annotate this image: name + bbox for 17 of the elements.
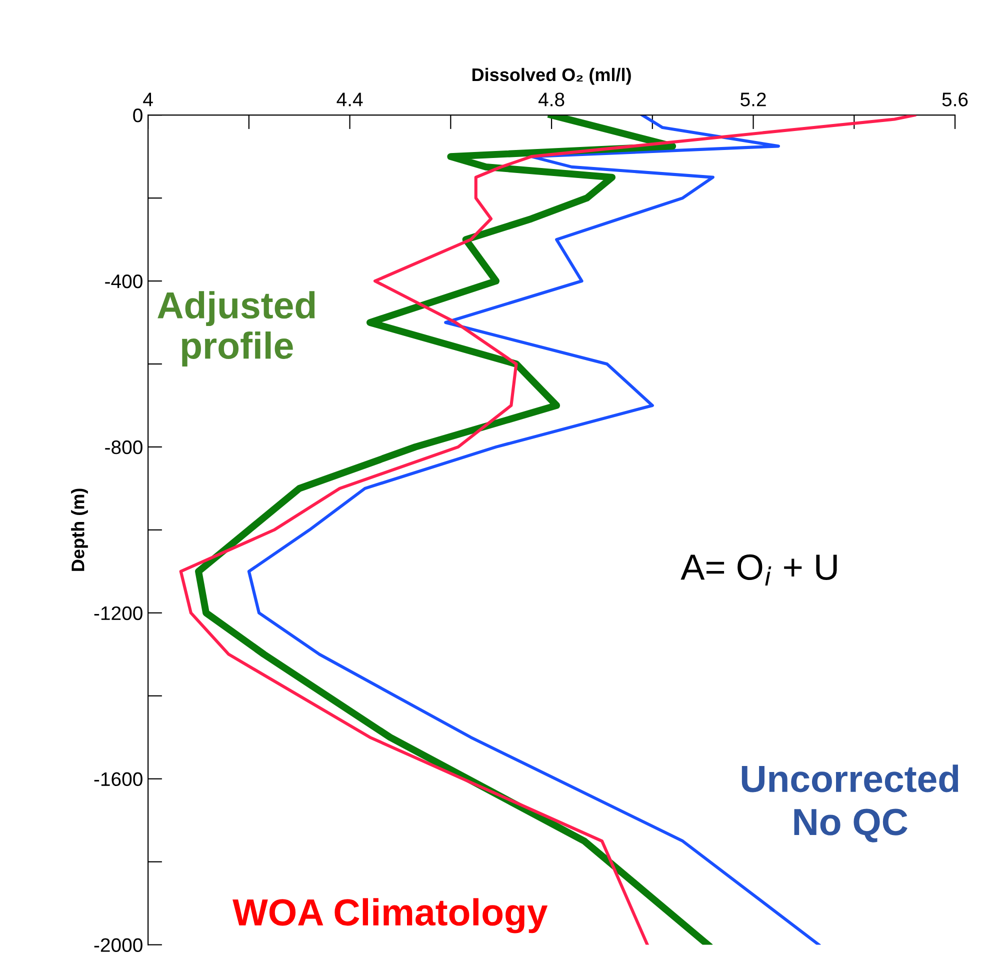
- y-tick-label: -2000: [94, 938, 142, 952]
- x-tick-label: 5.6: [942, 92, 968, 106]
- series-label: Uncorrected No QC: [742, 764, 958, 842]
- y-tick-label: -800: [105, 440, 142, 454]
- y-axis-title: Depth (m): [71, 488, 88, 571]
- y-tick-label: -1600: [94, 772, 142, 786]
- x-axis-title: Dissolved O₂ (ml/l): [472, 68, 631, 85]
- y-tick-label: -1200: [94, 606, 142, 620]
- series-label: WOA Climatology: [232, 898, 548, 934]
- x-tick-label: 4: [143, 92, 153, 106]
- x-tick-label: 4.4: [336, 92, 363, 106]
- x-tick-label: 4.8: [538, 92, 564, 106]
- annotation: A= O$_{i}$ + U: [680, 554, 837, 586]
- x-tick-label: 5.2: [740, 92, 766, 106]
- y-tick-label: -400: [105, 274, 142, 288]
- y-tick-label: 0: [133, 108, 142, 122]
- series-label: Adjusted profile: [158, 291, 315, 366]
